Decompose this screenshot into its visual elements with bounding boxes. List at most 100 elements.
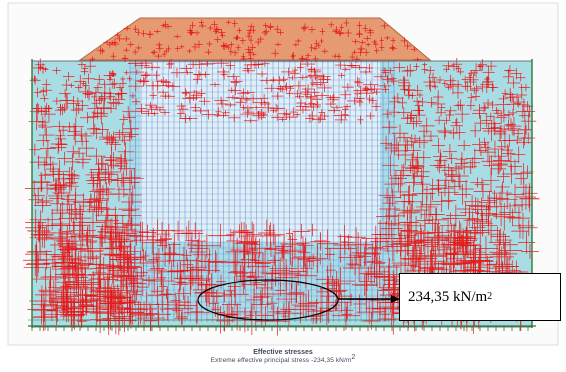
stress-cross	[121, 54, 129, 63]
stress-cross	[100, 173, 119, 186]
stress-cross	[68, 207, 84, 221]
stress-cross	[72, 148, 86, 158]
stress-cross	[89, 56, 96, 62]
stress-cross	[314, 92, 330, 99]
stress-cross	[380, 22, 388, 30]
stress-cross	[57, 246, 82, 272]
stress-cross	[151, 49, 158, 55]
stress-cross	[52, 97, 62, 105]
stress-cross	[495, 181, 510, 193]
stress-cross	[495, 111, 507, 124]
stress-cross	[401, 193, 424, 210]
stress-cross	[107, 136, 118, 144]
stress-cross	[448, 164, 469, 188]
stress-cross	[408, 92, 417, 100]
stress-cross	[70, 225, 95, 248]
stress-cross	[32, 104, 41, 113]
stress-cross	[390, 37, 396, 44]
stress-cross	[228, 113, 241, 122]
stress-cross	[234, 95, 250, 102]
stress-cross	[154, 53, 163, 59]
stress-cross	[29, 285, 55, 317]
stress-cross	[485, 244, 509, 265]
stress-cross	[242, 105, 253, 111]
stress-cross	[89, 190, 109, 208]
stress-cross	[85, 170, 98, 180]
stress-cross	[309, 74, 325, 82]
stress-cross	[276, 85, 284, 93]
stress-cross	[481, 190, 498, 211]
stress-cross	[352, 64, 368, 71]
stress-cross	[484, 76, 491, 82]
stress-cross	[362, 48, 370, 57]
stress-cross	[410, 46, 418, 53]
stress-cross	[208, 252, 224, 273]
stress-cross	[201, 109, 216, 120]
stress-cross	[294, 111, 301, 118]
stress-cross	[444, 106, 457, 116]
stress-cross	[247, 60, 263, 69]
stress-cross	[451, 118, 461, 126]
stress-cross	[391, 185, 409, 199]
stress-cross	[135, 45, 142, 51]
stress-cross	[176, 109, 185, 119]
stress-cross	[380, 67, 388, 74]
stress-cross	[421, 65, 429, 74]
stress-cross	[114, 159, 127, 173]
stress-cross	[154, 107, 166, 112]
stress-cross	[450, 117, 464, 134]
stress-cross	[510, 68, 523, 80]
stress-cross	[256, 305, 275, 326]
stress-cross	[42, 67, 49, 72]
stress-cross	[467, 226, 484, 240]
stress-cross	[63, 221, 86, 247]
stress-cross	[469, 63, 483, 78]
stress-cross	[290, 53, 295, 60]
stress-cross	[423, 245, 447, 266]
stress-cross	[331, 301, 361, 330]
stress-cross	[406, 143, 421, 159]
stress-cross	[481, 104, 490, 111]
stress-cross	[166, 59, 174, 69]
stress-cross	[95, 122, 109, 137]
stress-cross	[392, 93, 404, 103]
stress-cross	[341, 83, 354, 92]
stress-cross	[134, 109, 150, 114]
stress-cross	[412, 244, 438, 274]
stress-cross	[423, 130, 439, 142]
stress-cross	[273, 25, 281, 33]
stress-cross	[119, 114, 129, 125]
stress-cross	[157, 239, 168, 252]
stress-cross	[72, 216, 90, 234]
stress-cross	[106, 160, 120, 170]
stress-cross	[131, 98, 141, 105]
stress-cross	[246, 255, 270, 279]
stress-cross	[305, 74, 315, 79]
stress-cross	[436, 179, 454, 197]
stress-cross	[319, 112, 329, 120]
stress-cross	[243, 96, 251, 104]
stress-cross	[489, 226, 506, 242]
stress-cross	[155, 41, 163, 48]
stress-cross	[464, 74, 477, 90]
stress-cross	[95, 202, 118, 229]
stress-cross	[425, 66, 435, 75]
stress-cross	[479, 216, 498, 236]
stress-cross	[262, 102, 275, 113]
stress-cross	[482, 169, 500, 192]
stress-cross	[60, 247, 71, 259]
stress-cross	[466, 100, 476, 111]
stress-cross	[306, 102, 321, 111]
stress-cross	[160, 23, 166, 28]
stress-cross	[254, 38, 262, 46]
stress-cross	[120, 170, 140, 195]
stress-cross	[251, 52, 257, 57]
stress-cross	[339, 24, 344, 31]
stress-cross	[37, 158, 53, 172]
stress-cross	[399, 186, 418, 206]
stress-cross	[70, 203, 90, 220]
stress-cross	[200, 61, 215, 67]
stress-cross	[213, 58, 229, 68]
stress-cross	[411, 254, 421, 269]
